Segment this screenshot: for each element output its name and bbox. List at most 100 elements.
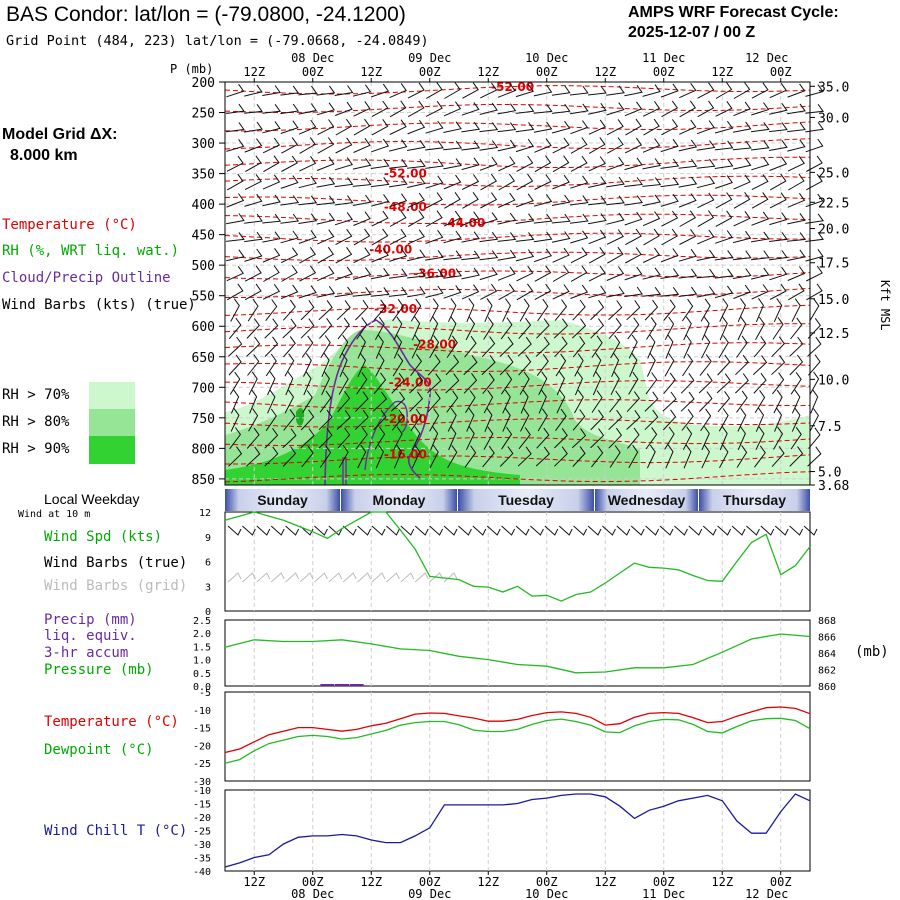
wind-barb (226, 193, 245, 208)
kft-msl-label: Kft MSL (878, 280, 892, 331)
wind-barb (533, 84, 553, 97)
wind-barb (389, 139, 408, 152)
wind-barb (500, 372, 513, 395)
temperature-label: -44.00 (442, 216, 485, 230)
surface-wind-barb-grid (299, 572, 314, 583)
wind-barb (515, 249, 535, 262)
wind-barb (644, 299, 659, 321)
temperature-contour (224, 323, 811, 335)
y-tick-label: 6 (205, 558, 211, 569)
wind-barb (335, 101, 353, 116)
wind-barb (246, 446, 261, 467)
wind-barb (337, 391, 351, 413)
temperature-label: -32.00 (374, 302, 417, 316)
surface-wind-barb-true (285, 525, 300, 536)
wind-barb (574, 389, 584, 414)
wind-barb (353, 211, 371, 226)
wind-barb (715, 210, 733, 227)
wind-barb (391, 409, 405, 431)
wind-barb (370, 268, 390, 280)
wind-barb (769, 140, 788, 151)
wind-barb (370, 194, 390, 207)
wind-barb (448, 298, 457, 323)
wind-barb (608, 300, 623, 321)
wind-barb (446, 390, 459, 413)
surface-wind-barb-true (515, 525, 530, 536)
temperature-contour (224, 471, 811, 483)
wind-barb (262, 284, 281, 300)
wind-barb (318, 428, 333, 449)
wind-barb (298, 195, 318, 206)
wind-barb (642, 194, 661, 207)
wind-barb (715, 175, 733, 189)
wind-barb (588, 285, 607, 299)
wind-barb (280, 284, 299, 300)
wind-barb (229, 371, 241, 395)
wind-barb (479, 122, 499, 133)
wind-barb (718, 335, 729, 359)
surface-wind-barb-true (674, 525, 688, 536)
wind-barb (499, 446, 514, 467)
pressure-panel-frame (224, 619, 811, 687)
wind-barb (610, 371, 620, 396)
wind-barb (750, 140, 770, 151)
wind-barb (407, 192, 425, 208)
wind-barb (461, 122, 481, 133)
surface-wind-barb-true (746, 525, 760, 536)
wind-barb (409, 391, 424, 412)
wind-barb (642, 267, 661, 280)
wind-barb (226, 249, 245, 262)
surface-wind-barb-true (314, 525, 328, 536)
wind-barb (407, 158, 426, 169)
wind-barb (606, 286, 625, 298)
wind-barb (714, 158, 734, 169)
wind-barb (643, 228, 660, 246)
wind-barb (335, 118, 353, 136)
wind-barb (425, 230, 444, 244)
wind-barb (732, 121, 752, 133)
wind-barb (375, 444, 384, 469)
temperature-contour (224, 342, 811, 354)
model-grid-value: 8.000 km (10, 147, 78, 164)
wind-barb (611, 352, 620, 377)
wind-barb (570, 155, 588, 172)
wind-barb (515, 122, 535, 133)
wind-barb (647, 334, 656, 359)
wind-barb (483, 389, 494, 414)
wind-barb (338, 444, 349, 469)
wind-barb (318, 300, 333, 321)
dewpoint-line (224, 717, 811, 764)
temperature-contour (224, 156, 811, 168)
bottom-hour-label: 12Z (594, 875, 616, 889)
wind-barb (497, 249, 517, 261)
height-tick-label: 35.0 (818, 80, 849, 95)
wind-barb (642, 158, 661, 170)
wind-barb (809, 298, 820, 322)
wind-barb (696, 158, 716, 169)
wind-barb (410, 408, 422, 432)
wind-barb (588, 247, 606, 264)
wind-barb (646, 317, 657, 340)
wind-barb (515, 232, 535, 242)
wind-barb (373, 409, 387, 431)
wind-barb (298, 103, 318, 115)
wind-barb (280, 120, 299, 134)
wind-barb (660, 193, 679, 207)
wind-barb (733, 101, 751, 117)
wind-barb (736, 335, 748, 358)
wind-barb (608, 317, 622, 339)
wind-barb (643, 118, 660, 136)
wind-barb (534, 155, 552, 173)
wind-barb (498, 283, 516, 301)
wind-barb (335, 247, 353, 264)
wind-barb (518, 427, 531, 450)
wind-barb (591, 335, 603, 358)
top-hour-label: 00Z (536, 65, 558, 79)
wind-barb (425, 285, 444, 298)
wind-barb (334, 85, 354, 96)
wind-barb (606, 212, 625, 225)
wind-barb (663, 372, 676, 395)
wind-barb (443, 268, 462, 279)
weekday-wednesday: Wednesday (595, 489, 698, 511)
